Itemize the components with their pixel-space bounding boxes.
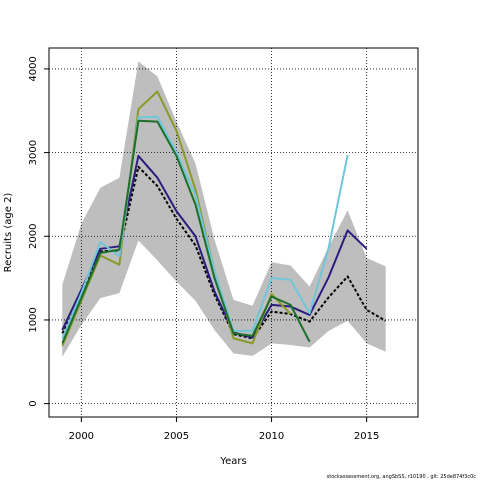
x-axis: 2000 2005 2010 2015 — [69, 417, 379, 442]
x-tick-label: 2000 — [69, 431, 94, 442]
confidence-band — [62, 61, 386, 357]
series-line-5 — [61, 119, 311, 344]
x-axis-title: Years — [219, 456, 246, 467]
y-tick-label: 0 — [28, 400, 39, 406]
footer-note: stockassessment.org, angSbSS, r10190 , g… — [327, 474, 477, 480]
y-tick-label: 1000 — [28, 307, 39, 332]
y-tick-label: 3000 — [28, 140, 39, 165]
y-axis-title: Recruits (age 2) — [3, 193, 14, 273]
y-tick-label: 2000 — [28, 224, 39, 249]
series-line-2 — [61, 154, 368, 339]
plot-frame — [48, 47, 419, 418]
x-tick-label: 2010 — [259, 431, 284, 442]
y-axis: 0 1000 2000 3000 4000 — [28, 56, 49, 407]
series-layer — [61, 90, 387, 347]
confidence-band-layer — [62, 61, 386, 357]
series-line-4 — [61, 115, 349, 339]
x-tick-label: 2005 — [164, 431, 189, 442]
x-tick-label: 2015 — [354, 431, 379, 442]
y-tick-label: 4000 — [28, 56, 39, 81]
